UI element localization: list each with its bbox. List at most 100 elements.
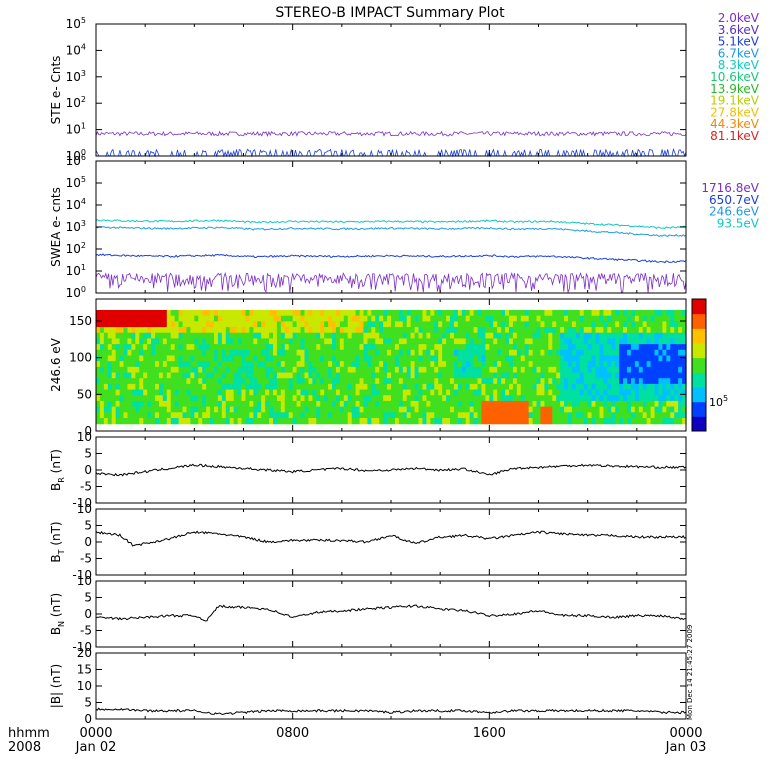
heatmap-cell xyxy=(528,344,534,351)
heatmap-cell xyxy=(241,378,247,385)
heatmap-cell xyxy=(324,366,329,374)
heatmap-cell xyxy=(520,406,526,413)
heatmap-cell xyxy=(383,310,388,317)
heatmap-cell xyxy=(135,400,140,408)
heatmap-cell xyxy=(489,395,494,402)
heatmap-cell xyxy=(548,412,553,419)
heatmap-cell xyxy=(387,321,392,328)
legend-item: 8.3keV xyxy=(718,58,760,72)
heatmap-cell xyxy=(501,349,506,357)
heatmap-cell xyxy=(320,400,325,408)
heatmap-cell xyxy=(135,417,140,425)
heatmap-cell xyxy=(387,372,392,379)
heatmap-cell xyxy=(288,344,294,351)
heatmap-cell xyxy=(579,321,585,328)
heatmap-cell xyxy=(312,366,317,374)
heatmap-cell xyxy=(650,361,656,368)
heatmap-cell xyxy=(375,310,380,317)
heatmap-cell xyxy=(186,315,191,322)
heatmap-cell xyxy=(96,406,101,413)
heatmap-cell xyxy=(178,332,184,340)
heatmap-cell xyxy=(237,366,243,374)
heatmap-cell xyxy=(544,417,549,425)
heatmap-cell xyxy=(587,321,593,328)
series-line-6507eV xyxy=(95,253,687,264)
heatmap-cell xyxy=(556,315,561,322)
heatmap-cell xyxy=(155,310,160,317)
y-tick-label: 5 xyxy=(84,447,92,461)
heatmap-cell xyxy=(579,349,585,357)
heatmap-cell xyxy=(170,372,176,379)
heatmap-cell xyxy=(245,412,250,419)
heatmap-cell xyxy=(335,378,341,385)
heatmap-cell xyxy=(477,315,483,322)
heatmap-cell xyxy=(115,344,121,351)
heatmap-cell xyxy=(505,349,510,357)
heatmap-cell xyxy=(461,349,467,357)
heatmap-cell xyxy=(434,327,439,334)
heatmap-cell xyxy=(430,406,435,413)
heatmap-cell xyxy=(123,372,129,379)
heatmap-cell xyxy=(273,361,278,368)
heatmap-cell xyxy=(221,310,227,317)
heatmap-cell xyxy=(367,361,372,368)
heatmap-cell xyxy=(186,395,191,402)
y-tick-label: 5 xyxy=(84,591,92,605)
heatmap-cell xyxy=(469,395,475,402)
legend-item: 93.5eV xyxy=(717,216,760,230)
heatmap-cell xyxy=(678,406,683,413)
heatmap-cell xyxy=(182,406,188,413)
heatmap-cell xyxy=(300,412,306,419)
heatmap-cell xyxy=(273,332,278,340)
heatmap-cell xyxy=(457,389,463,396)
heatmap-cell xyxy=(670,321,675,328)
heatmap-cell xyxy=(371,327,376,334)
heatmap-cell xyxy=(493,332,498,340)
heatmap-cell xyxy=(316,310,321,317)
heatmap-cell xyxy=(343,315,349,322)
heatmap-cell xyxy=(249,417,254,425)
heatmap-cell xyxy=(269,321,274,328)
heatmap-cell xyxy=(324,378,329,385)
heatmap-cell xyxy=(528,400,534,408)
heatmap-cell xyxy=(564,378,569,385)
heatmap-cell xyxy=(265,344,270,351)
heatmap-cell xyxy=(465,355,471,362)
heatmap-cell xyxy=(670,355,675,362)
heatmap-cell xyxy=(198,383,203,391)
heatmap-cell xyxy=(473,338,479,345)
heatmap-cell xyxy=(571,327,577,334)
heatmap-cell xyxy=(296,406,302,413)
heatmap-cell xyxy=(166,372,172,379)
heatmap-cell xyxy=(375,361,380,368)
heatmap-cell xyxy=(111,332,117,340)
heatmap-cell xyxy=(607,389,612,396)
heatmap-cell xyxy=(355,355,361,362)
heatmap-cell xyxy=(339,395,345,402)
heatmap-cell xyxy=(461,327,467,334)
heatmap-cell xyxy=(638,406,644,413)
heatmap-cell xyxy=(217,344,223,351)
heatmap-cell xyxy=(387,412,392,419)
heatmap-cell xyxy=(406,332,412,340)
heatmap-cell xyxy=(217,400,223,408)
heatmap-cell xyxy=(107,349,113,357)
heatmap-cell xyxy=(158,321,164,328)
heatmap-cell xyxy=(115,327,121,334)
heatmap-cell xyxy=(139,361,144,368)
heatmap-cell xyxy=(678,372,683,379)
heatmap-cell xyxy=(123,321,129,328)
heatmap-cell xyxy=(99,417,105,425)
heatmap-cell xyxy=(288,412,294,419)
heatmap-cell xyxy=(654,344,660,351)
heatmap-cell xyxy=(339,344,345,351)
heatmap-cell xyxy=(595,327,601,334)
heatmap-cell xyxy=(485,321,490,328)
heatmap-cell xyxy=(170,332,176,340)
heatmap-cell xyxy=(473,406,479,413)
heatmap-cell xyxy=(391,417,396,425)
heatmap-cell xyxy=(394,372,400,379)
heatmap-cell xyxy=(473,344,479,351)
heatmap-cell xyxy=(335,366,341,374)
